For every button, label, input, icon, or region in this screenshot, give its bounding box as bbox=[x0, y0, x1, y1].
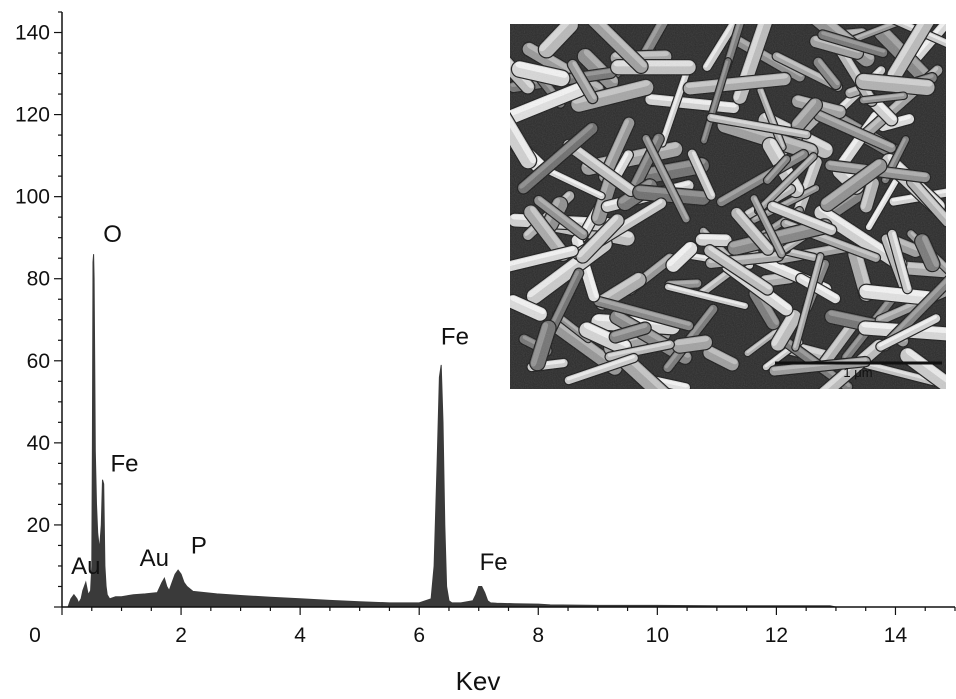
y-tick-label: 100 bbox=[15, 186, 50, 209]
y-tick-label: 60 bbox=[27, 350, 50, 373]
tick-labels: 2 4 6 8 10 12 14 20 40 60 80 100 120 140 bbox=[15, 22, 908, 647]
x-tick-label: 10 bbox=[646, 624, 669, 647]
spectrum-area-0 bbox=[67, 254, 955, 608]
y-tick-label: 80 bbox=[27, 268, 50, 291]
x-tick-label: 14 bbox=[884, 624, 908, 647]
y-tick-label: 120 bbox=[15, 104, 50, 127]
peak-label: Fe bbox=[441, 323, 469, 350]
x-tick-label: 8 bbox=[532, 624, 544, 647]
x-axis-title: Kev bbox=[456, 666, 501, 696]
peak-annotations: O Fe Au Au P Fe Fe bbox=[71, 221, 507, 580]
x-tick-label: 12 bbox=[765, 624, 788, 647]
ticks bbox=[54, 11, 956, 615]
origin-label: 0 bbox=[29, 624, 41, 647]
peak-label: Au bbox=[71, 553, 100, 580]
scale-bar-label: 1 μm bbox=[843, 365, 872, 380]
sem-inset-image: 1 μm bbox=[510, 24, 946, 389]
peak-label: O bbox=[103, 221, 122, 248]
x-tick-label: 6 bbox=[413, 624, 425, 647]
peak-label: Fe bbox=[480, 549, 508, 576]
y-tick-label: 40 bbox=[27, 432, 50, 455]
peak-label: Au bbox=[140, 545, 169, 572]
peak-label: Fe bbox=[111, 451, 139, 478]
x-tick-label: 2 bbox=[175, 624, 187, 647]
y-tick-label: 140 bbox=[15, 22, 50, 45]
spectrum-series bbox=[67, 254, 955, 608]
peak-label: P bbox=[191, 533, 207, 560]
x-tick-label: 4 bbox=[294, 624, 306, 647]
inset-noise-texture bbox=[510, 24, 946, 389]
y-tick-label: 20 bbox=[27, 514, 50, 537]
